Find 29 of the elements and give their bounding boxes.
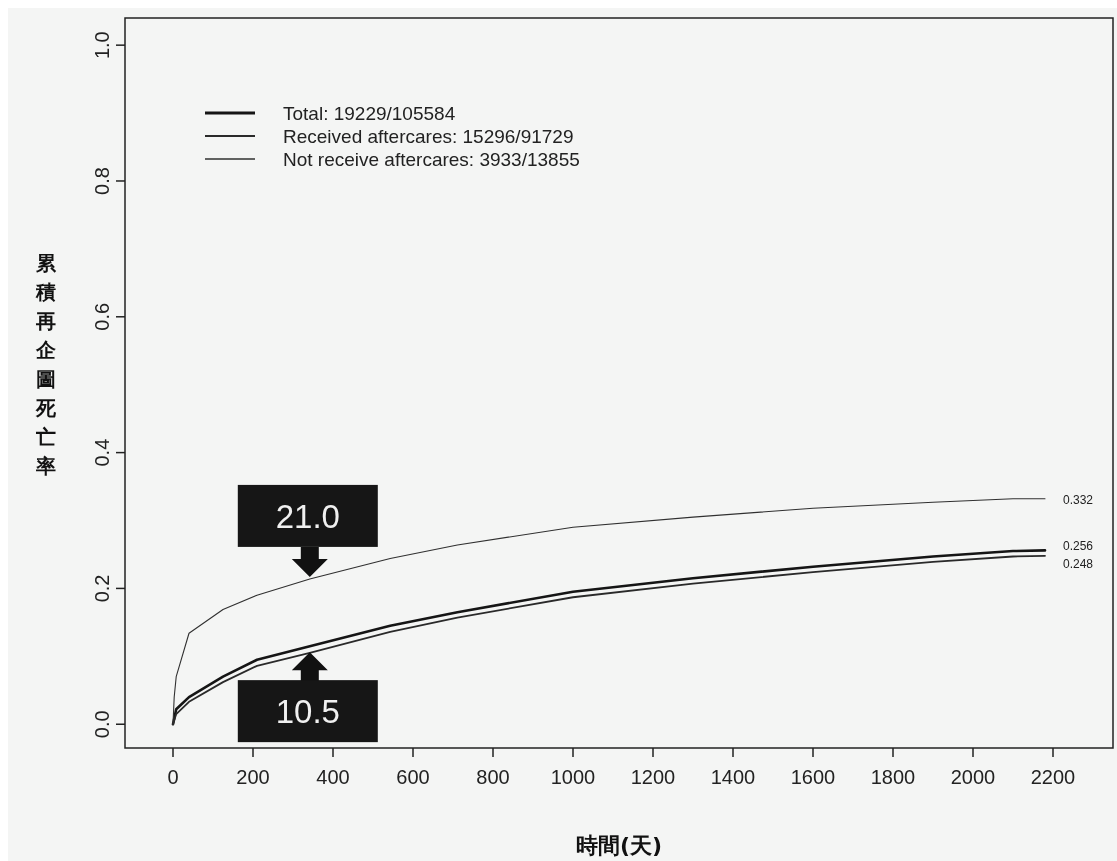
x-tick-label: 1200 xyxy=(630,766,676,788)
annotation: 0.256 xyxy=(1063,539,1094,554)
x-tick-label: 1600 xyxy=(790,766,836,788)
annotation: 0.248 xyxy=(1063,556,1094,571)
x-tick-label: 2200 xyxy=(1030,766,1076,788)
legend-label: Received aftercares: 15296/91729 xyxy=(283,126,574,147)
x-tick-label: 1400 xyxy=(710,766,756,788)
annotation: 21.0 xyxy=(275,497,340,535)
x-tick-label: 1000 xyxy=(550,766,596,788)
annotation: 0.332 xyxy=(1063,492,1094,507)
x-tick-label: 1800 xyxy=(870,766,916,788)
x-tick-label: 200 xyxy=(236,766,270,788)
y-tick-label: 0.0 xyxy=(91,710,113,739)
y-tick-label: 0.2 xyxy=(91,574,113,603)
y-tick-label: 0.6 xyxy=(91,302,113,331)
y-tick-label: 0.8 xyxy=(91,167,113,195)
legend-label: Total: 19229/105584 xyxy=(283,103,456,124)
y-axis-title: 累積再企圖死亡率 xyxy=(35,251,57,478)
x-tick-label: 2000 xyxy=(950,766,996,788)
x-tick-label: 600 xyxy=(396,766,430,788)
x-axis-title: 時間(天) xyxy=(575,833,663,858)
legend-label: Not receive aftercares: 3933/13855 xyxy=(283,149,580,170)
y-tick-label: 0.4 xyxy=(91,438,113,467)
x-tick-label: 0 xyxy=(167,766,179,788)
x-tick-label: 400 xyxy=(316,766,350,788)
y-tick-label: 1.0 xyxy=(91,31,113,60)
annotation: 10.5 xyxy=(275,693,340,731)
x-tick-label: 800 xyxy=(476,766,510,788)
line-series xyxy=(172,498,1046,725)
